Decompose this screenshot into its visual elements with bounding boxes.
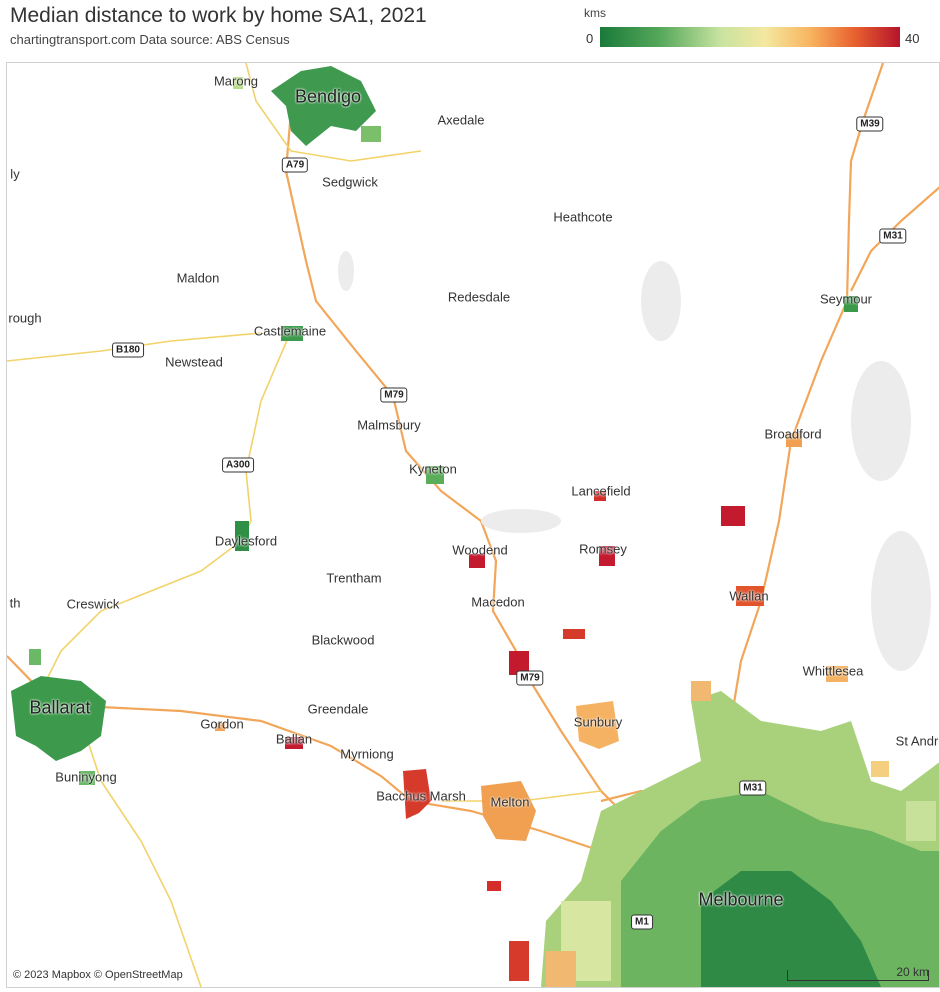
place-label-malmsbury: Malmsbury bbox=[357, 417, 421, 433]
place-label-sedgwick: Sedgwick bbox=[322, 174, 378, 190]
sa1-melton bbox=[481, 781, 536, 841]
map-canvas[interactable]: Marong Bendigo Axedale Sedgwick ly Heathcote M… bbox=[6, 62, 940, 988]
sa1-east-fringe bbox=[871, 761, 889, 777]
sa1-ballarat bbox=[11, 676, 106, 761]
road-northern-hwy bbox=[290, 150, 422, 162]
sa1-buninyong bbox=[79, 771, 95, 785]
place-label-creswick: Creswick bbox=[66, 596, 120, 612]
place-label-ballan: Ballan bbox=[275, 731, 313, 747]
place-label-gordon: Gordon bbox=[200, 716, 244, 732]
road-midland-south bbox=[80, 720, 202, 987]
place-label-bendigo: Bendigo bbox=[294, 86, 362, 107]
chart-subtitle: chartingtransport.com Data source: ABS C… bbox=[10, 32, 290, 47]
road-shield-m39: M39 bbox=[856, 116, 884, 132]
sa1-marong bbox=[233, 77, 243, 89]
place-label-romsey: Romsey bbox=[579, 541, 627, 557]
sa1-castlemaine bbox=[281, 326, 303, 341]
sa1-riddells bbox=[509, 651, 529, 675]
terrain-ridge bbox=[338, 251, 354, 291]
road-shield-m31: M31 bbox=[879, 228, 907, 244]
place-label-bacchus-marsh: Bacchus Marsh bbox=[376, 788, 466, 804]
place-label-kyneton: Kyneton bbox=[409, 461, 457, 477]
place-label-melbourne: Melbourne bbox=[698, 889, 784, 910]
terrain-ridge bbox=[641, 261, 681, 341]
place-label-heathcote: Heathcote bbox=[553, 209, 613, 225]
place-label-greendale: Greendale bbox=[307, 701, 369, 717]
legend-max-label: 40 bbox=[905, 31, 920, 46]
sa1-point-cook bbox=[546, 951, 576, 987]
place-label-redesdale: Redesdale bbox=[447, 289, 511, 305]
terrain-ridge bbox=[851, 361, 911, 481]
road-shield-b180: B180 bbox=[112, 342, 144, 358]
map-attribution[interactable]: © 2023 Mapbox © OpenStreetMap bbox=[13, 969, 183, 981]
place-label-whittlesea: Whittlesea bbox=[802, 663, 864, 679]
place-label-th: th bbox=[9, 595, 21, 611]
place-label-marong: Marong bbox=[213, 73, 259, 89]
sa1-kyneton bbox=[426, 466, 444, 484]
sa1-sunbury bbox=[576, 701, 619, 749]
place-label-st-andrews: St Andr bbox=[895, 733, 939, 749]
place-label-ly: ly bbox=[10, 166, 20, 182]
chart-title: Median distance to work by home SA1, 202… bbox=[10, 4, 427, 27]
place-label-macedon: Macedon bbox=[471, 594, 525, 610]
sa1-gisborne bbox=[563, 629, 585, 639]
road-calder-hwy-north bbox=[245, 63, 292, 152]
sa1-seymour bbox=[844, 296, 858, 312]
sa1-west-melton bbox=[487, 881, 501, 891]
sa1-east-of-wallan bbox=[721, 506, 745, 526]
place-label-myrniong: Myrniong bbox=[340, 746, 394, 762]
map-layer bbox=[7, 63, 939, 987]
place-label-ballarat: Ballarat bbox=[29, 697, 91, 718]
place-label-wallan: Wallan bbox=[729, 588, 769, 604]
sa1-ballan bbox=[285, 737, 303, 749]
sa1-melbourne-inner bbox=[701, 871, 881, 987]
scale-label: 20 km bbox=[896, 965, 929, 979]
sa1-wallan bbox=[736, 586, 764, 606]
sa1-creswick-north bbox=[29, 649, 41, 665]
place-label-seymour: Seymour bbox=[819, 291, 873, 307]
sa1-bacchus-marsh bbox=[403, 769, 431, 819]
road-shield-a79: A79 bbox=[281, 157, 309, 173]
road-western-freeway bbox=[7, 655, 662, 873]
road-a300 bbox=[40, 330, 292, 692]
place-label-newstead: Newstead bbox=[165, 354, 223, 370]
terrain-ridge bbox=[481, 509, 561, 533]
place-label-woodend: Woodend bbox=[452, 542, 508, 558]
sa1-yarra-glen bbox=[906, 801, 936, 841]
place-label-melton: Melton bbox=[490, 794, 530, 810]
sa1-north-fringe bbox=[691, 681, 711, 701]
place-label-daylesford: Daylesford bbox=[214, 533, 278, 549]
place-label-blackwood: Blackwood bbox=[311, 632, 375, 648]
place-label-buninyong: Buninyong bbox=[55, 769, 117, 785]
terrain-ridge bbox=[871, 531, 931, 671]
road-shield-m79-north: M79 bbox=[380, 387, 408, 403]
road-shield-m1: M1 bbox=[631, 914, 653, 930]
road-shield-m31-south: M31 bbox=[739, 780, 767, 796]
sa1-lancefield bbox=[594, 491, 606, 501]
road-shield-m79-south: M79 bbox=[516, 670, 544, 686]
place-label-axedale: Axedale bbox=[437, 112, 485, 128]
place-label-trentham: Trentham bbox=[326, 570, 382, 586]
scale-bar bbox=[787, 970, 929, 981]
sa1-daylesford bbox=[235, 521, 249, 551]
road-shield-a300: A300 bbox=[222, 457, 254, 473]
sa1-broadford bbox=[786, 433, 802, 447]
sa1-bendigo-edge bbox=[361, 126, 381, 142]
place-label-broadford: Broadford bbox=[764, 426, 822, 442]
place-label-maldon: Maldon bbox=[176, 270, 220, 286]
sa1-werribee-west bbox=[509, 941, 529, 981]
place-label-lancefield: Lancefield bbox=[571, 483, 631, 499]
sa1-gordon bbox=[215, 723, 225, 731]
sa1-woodend bbox=[469, 554, 485, 568]
sa1-bendigo bbox=[271, 66, 376, 146]
sa1-romsey bbox=[599, 546, 615, 566]
place-label-sunbury: Sunbury bbox=[573, 714, 623, 730]
sa1-whittlesea bbox=[826, 666, 848, 682]
legend-title: kms bbox=[584, 6, 606, 20]
legend-color-bar bbox=[600, 27, 900, 47]
place-label-rough: rough bbox=[8, 310, 42, 326]
place-label-castlemaine: Castlemaine bbox=[253, 323, 327, 339]
legend-min-label: 0 bbox=[586, 31, 594, 46]
